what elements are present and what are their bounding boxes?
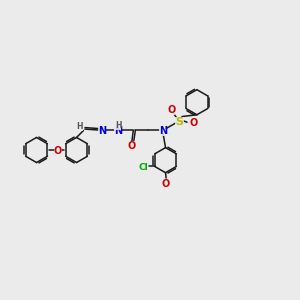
Text: H: H: [115, 121, 121, 130]
Text: O: O: [128, 141, 136, 151]
Text: Cl: Cl: [138, 163, 148, 172]
Text: O: O: [54, 146, 62, 156]
Text: N: N: [114, 126, 122, 136]
Text: H: H: [76, 122, 83, 131]
Text: N: N: [159, 126, 167, 136]
Text: O: O: [167, 105, 175, 116]
Text: N: N: [98, 126, 106, 136]
Text: O: O: [190, 118, 198, 128]
Text: S: S: [176, 117, 184, 127]
Text: O: O: [162, 179, 170, 189]
